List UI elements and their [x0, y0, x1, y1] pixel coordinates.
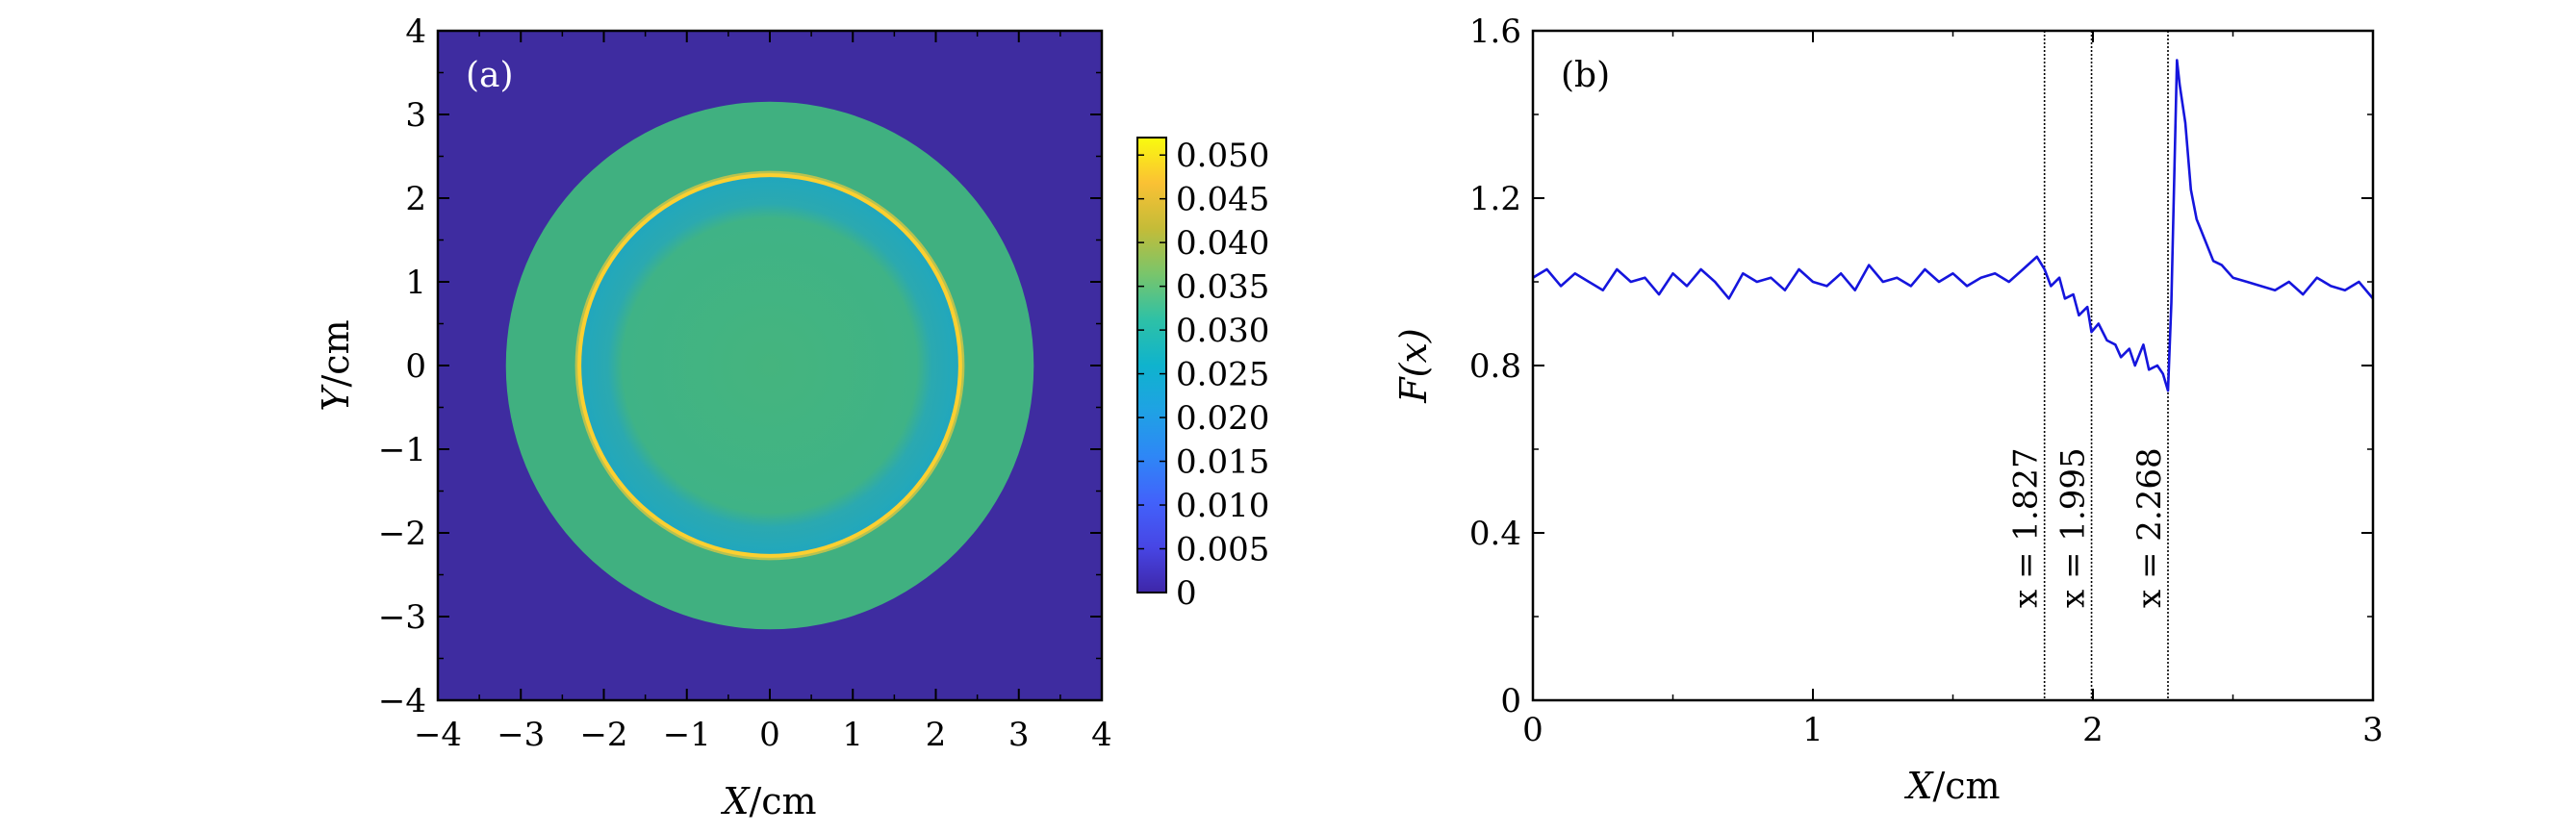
x-tick-label: 4: [1091, 716, 1112, 754]
y-tick-label: −2: [378, 515, 426, 553]
vertical-line-label: x = 1.995: [2054, 447, 2093, 608]
vertical-line-label: x = 1.827: [2007, 447, 2046, 608]
x-tick-label: 0: [759, 716, 780, 754]
heatmap-inner-region: [581, 177, 958, 554]
x-tick-label: 2: [926, 716, 947, 754]
panel-a-ticks: −4 −3 −2 −1 0 1 2 3 4 −4 −3 −2 −1 0 1 2 3 4: [378, 13, 1112, 754]
heatmap-image: [438, 31, 1102, 700]
panel-b-line-chart: x = 1.827 x = 1.995 x = 2.268 0 1 2 3 0 0.4 0.8 1…: [1392, 13, 2384, 807]
colorbar-gradient: [1137, 138, 1166, 593]
y-tick-label: −3: [378, 598, 426, 637]
y-tick-label: 0.4: [1469, 515, 1521, 553]
y-tick-label: 1: [405, 264, 426, 302]
y-tick-label: 0: [405, 347, 426, 386]
x-tick-label: 3: [2362, 711, 2384, 749]
panel-a-xlabel: X/cm: [720, 780, 816, 822]
colorbar-tick-label: 0.015: [1176, 443, 1269, 482]
colorbar-tick-label: 0.025: [1176, 356, 1269, 394]
panel-b-frame: [1531, 29, 2375, 702]
x-tick-label: −4: [414, 716, 462, 754]
colorbar-tick-label: 0: [1176, 574, 1197, 613]
panel-a-heatmap: −4 −3 −2 −1 0 1 2 3 4 −4 −3 −2 −1 0 1 2 3 4 (a) X/cm Y/cm…: [315, 13, 1269, 822]
colorbar-ticks: 0 0.005 0.010 0.015 0.020 0.025 0.030 0.035 0.04…: [1137, 137, 1269, 613]
y-tick-label: 0.8: [1469, 347, 1521, 386]
y-tick-label: 1.2: [1469, 180, 1521, 218]
colorbar-tick-label: 0.005: [1176, 531, 1269, 569]
y-tick-label: 4: [405, 13, 426, 51]
y-tick-label: 0: [1500, 682, 1521, 720]
x-tick-label: −1: [663, 716, 711, 754]
panel-b-xlabel: X/cm: [1903, 765, 2000, 807]
y-tick-label: 1.6: [1469, 13, 1521, 51]
panel-a-label: (a): [466, 56, 514, 95]
panel-a-ylabel: Y/cm: [315, 319, 357, 411]
x-tick-label: 1: [1802, 711, 1824, 749]
panel-b-ylabel: F(x): [1392, 328, 1435, 403]
vertical-line-label: x = 2.268: [2130, 447, 2169, 608]
y-tick-label: −1: [378, 431, 426, 469]
series-line: [1533, 59, 2373, 392]
colorbar-tick-label: 0.035: [1176, 268, 1269, 307]
panel-b-ticks: 0 1 2 3 0 0.4 0.8 1.2 1.6: [1469, 13, 2384, 749]
y-tick-label: 3: [405, 96, 426, 135]
x-tick-label: 1: [842, 716, 863, 754]
colorbar-tick-label: 0.010: [1176, 487, 1269, 525]
y-tick-label: 2: [405, 180, 426, 218]
vertical-lines: x = 1.827 x = 1.995 x = 2.268: [2007, 31, 2169, 700]
colorbar-tick-label: 0.030: [1176, 312, 1269, 350]
x-tick-label: 3: [1008, 716, 1030, 754]
colorbar-tick-label: 0.020: [1176, 399, 1269, 438]
panel-b-label: (b): [1561, 56, 1610, 95]
y-tick-label: −4: [378, 682, 426, 720]
colorbar-tick-label: 0.045: [1176, 181, 1269, 219]
colorbar-tick-label: 0.050: [1176, 137, 1269, 175]
x-tick-label: −2: [579, 716, 627, 754]
x-tick-label: −3: [497, 716, 545, 754]
x-tick-label: 0: [1522, 711, 1543, 749]
x-tick-label: 2: [2082, 711, 2104, 749]
colorbar-frame: [1136, 137, 1167, 593]
colorbar-tick-label: 0.040: [1176, 224, 1269, 263]
